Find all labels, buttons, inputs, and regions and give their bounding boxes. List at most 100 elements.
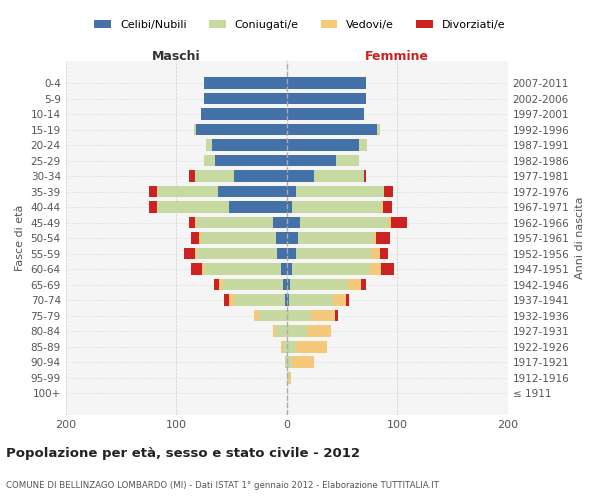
Bar (224, 294, 229, 306)
Bar (195, 217, 196, 228)
Bar (314, 170, 364, 182)
Bar (196, 217, 274, 228)
Bar (296, 248, 371, 260)
Bar (292, 264, 370, 275)
Bar (229, 294, 235, 306)
Bar (292, 356, 314, 368)
Bar (229, 202, 287, 213)
Bar (298, 232, 373, 244)
Bar (287, 232, 298, 244)
Bar (200, 232, 275, 244)
Bar (184, 248, 195, 260)
Bar (300, 217, 388, 228)
Bar (202, 264, 204, 275)
Bar (373, 232, 376, 244)
Bar (377, 124, 380, 136)
Bar (195, 248, 197, 260)
Bar (204, 154, 215, 166)
Bar (347, 279, 361, 290)
Bar (287, 326, 307, 337)
Bar (196, 124, 287, 136)
Bar (157, 186, 218, 198)
Bar (194, 124, 196, 136)
Bar (281, 264, 287, 275)
Bar (307, 326, 331, 337)
Bar (364, 170, 367, 182)
Bar (197, 248, 277, 260)
Bar (206, 139, 212, 151)
Bar (292, 202, 381, 213)
Y-axis label: Anni di nascita: Anni di nascita (575, 197, 585, 280)
Bar (195, 170, 233, 182)
Bar (200, 108, 287, 120)
Bar (287, 248, 296, 260)
Bar (274, 326, 275, 337)
Bar (284, 294, 287, 306)
Bar (287, 279, 290, 290)
Bar (376, 232, 389, 244)
Bar (384, 186, 393, 198)
Bar (149, 202, 157, 213)
Bar (381, 202, 383, 213)
Bar (204, 92, 287, 104)
Bar (289, 294, 333, 306)
Bar (190, 217, 195, 228)
Bar (337, 154, 359, 166)
Bar (191, 232, 199, 244)
Bar (157, 202, 229, 213)
Bar (215, 154, 287, 166)
Bar (287, 77, 367, 89)
Bar (275, 326, 287, 337)
Bar (284, 356, 287, 368)
Bar (259, 310, 287, 322)
Bar (380, 248, 388, 260)
Bar (233, 170, 287, 182)
Legend: Celibi/Nubili, Coniugati/e, Vedovi/e, Divorziati/e: Celibi/Nubili, Coniugati/e, Vedovi/e, Di… (90, 16, 510, 34)
Bar (204, 77, 287, 89)
Bar (333, 294, 346, 306)
Bar (370, 264, 381, 275)
Bar (287, 294, 289, 306)
Bar (223, 279, 283, 290)
Bar (335, 310, 338, 322)
Bar (361, 279, 367, 290)
Bar (359, 139, 367, 151)
Bar (391, 217, 407, 228)
Bar (281, 341, 283, 352)
Bar (289, 372, 291, 384)
Bar (383, 202, 392, 213)
Text: Femmine: Femmine (365, 50, 429, 63)
Bar (220, 279, 223, 290)
Bar (190, 170, 195, 182)
Bar (218, 186, 287, 198)
Bar (381, 264, 394, 275)
Bar (311, 310, 335, 322)
Bar (214, 279, 220, 290)
Bar (287, 92, 367, 104)
Bar (149, 186, 157, 198)
Bar (287, 202, 292, 213)
Bar (287, 154, 337, 166)
Bar (212, 139, 287, 151)
Bar (283, 341, 287, 352)
Bar (371, 248, 380, 260)
Text: Popolazione per età, sesso e stato civile - 2012: Popolazione per età, sesso e stato civil… (6, 448, 360, 460)
Bar (287, 264, 292, 275)
Y-axis label: Fasce di età: Fasce di età (15, 205, 25, 272)
Bar (287, 139, 359, 151)
Bar (287, 310, 311, 322)
Bar (204, 264, 281, 275)
Bar (296, 341, 326, 352)
Bar (191, 264, 202, 275)
Bar (287, 217, 300, 228)
Bar (283, 279, 287, 290)
Bar (388, 217, 391, 228)
Bar (296, 186, 384, 198)
Bar (274, 217, 287, 228)
Text: Maschi: Maschi (152, 50, 200, 63)
Bar (287, 170, 314, 182)
Text: COMUNE DI BELLINZAGO LOMBARDO (MI) - Dati ISTAT 1° gennaio 2012 - Elaborazione T: COMUNE DI BELLINZAGO LOMBARDO (MI) - Dat… (6, 480, 439, 490)
Bar (287, 356, 292, 368)
Bar (287, 108, 364, 120)
Bar (287, 372, 289, 384)
